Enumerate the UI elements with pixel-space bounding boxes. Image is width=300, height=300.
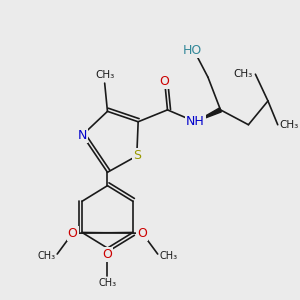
Text: S: S (133, 149, 141, 162)
Text: CH₃: CH₃ (279, 120, 298, 130)
Text: CH₃: CH₃ (95, 70, 114, 80)
Text: CH₃: CH₃ (233, 69, 253, 79)
Text: NH: NH (186, 115, 205, 128)
Text: N: N (78, 129, 87, 142)
Text: O: O (103, 248, 112, 260)
Text: CH₃: CH₃ (98, 278, 116, 288)
Text: HO: HO (183, 44, 202, 57)
Text: O: O (68, 227, 77, 240)
Text: O: O (160, 75, 170, 88)
Polygon shape (195, 108, 221, 122)
Text: O: O (137, 227, 147, 240)
Text: CH₃: CH₃ (159, 250, 177, 260)
Text: CH₃: CH₃ (38, 250, 56, 260)
